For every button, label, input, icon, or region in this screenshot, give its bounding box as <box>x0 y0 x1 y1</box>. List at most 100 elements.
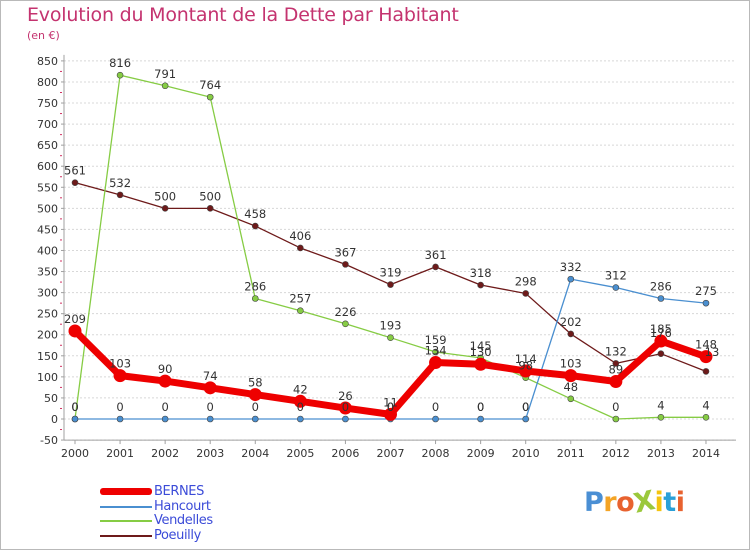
x-tick-label: 2001 <box>106 447 134 460</box>
y-tick-label: 100 <box>37 371 58 384</box>
x-tick-label: 2009 <box>467 447 495 460</box>
data-label-hancourt: 0 <box>522 400 529 414</box>
x-tick-label: 2012 <box>602 447 630 460</box>
data-point-vendelles <box>251 295 259 302</box>
legend-label-vendelles: Vendelles <box>154 513 213 528</box>
data-point-hancourt <box>71 415 79 423</box>
data-label-poeuilly: 532 <box>109 176 131 190</box>
data-label-overlap: 176 <box>650 326 672 340</box>
y-tick-label: 700 <box>37 118 58 131</box>
data-label-bernes: 26 <box>338 389 353 403</box>
data-point-poeuilly <box>657 350 665 357</box>
data-label-vendelles: 4 <box>657 398 664 412</box>
x-tick-label: 2008 <box>422 447 450 460</box>
legend-swatch-hancourt <box>100 505 152 508</box>
data-label-vendelles: 791 <box>154 67 176 81</box>
data-label-overlap: 0 <box>477 400 484 414</box>
data-point-hancourt <box>477 415 484 423</box>
y-tick-label: 750 <box>37 97 58 110</box>
data-point-poeuilly <box>387 281 394 288</box>
proxiti-logo: ProXiti <box>584 485 685 520</box>
data-point-poeuilly <box>567 330 575 338</box>
data-point-hancourt <box>432 415 439 423</box>
data-label-hancourt: 0 <box>342 400 349 414</box>
logo-letter: o <box>616 487 635 518</box>
data-label-hancourt: 286 <box>650 280 672 294</box>
data-point-poeuilly <box>432 263 439 271</box>
y-tick-label: 500 <box>37 202 58 215</box>
y-tick-label: 800 <box>37 76 58 89</box>
data-point-bernes <box>383 407 397 421</box>
data-point-poeuilly <box>71 179 79 186</box>
data-point-hancourt <box>567 275 575 283</box>
data-label-bernes: 90 <box>158 362 173 376</box>
data-point-poeuilly <box>206 205 214 212</box>
data-label-hancourt: 0 <box>297 400 304 414</box>
data-label-vendelles: 98 <box>518 359 533 373</box>
data-label-poeuilly: 132 <box>605 344 627 358</box>
chart-subtitle: (en €) <box>27 29 60 42</box>
data-label-poeuilly: 202 <box>560 315 582 329</box>
y-tick-label: 150 <box>37 350 58 363</box>
data-label-poeuilly: 406 <box>289 229 311 243</box>
x-tick-label: 2002 <box>151 447 179 460</box>
data-label-bernes: 89 <box>609 363 624 377</box>
data-label-bernes: 130 <box>470 345 492 359</box>
legend-swatch-poeuilly <box>100 534 152 537</box>
data-point-vendelles <box>432 348 439 356</box>
y-tick-label: 650 <box>37 139 58 152</box>
data-label-hancourt: 332 <box>560 260 582 274</box>
data-point-bernes <box>158 374 172 388</box>
data-label-vendelles: 0 <box>612 400 619 414</box>
data-label-poeuilly: 500 <box>199 189 221 203</box>
logo-letter: i <box>654 487 664 518</box>
data-label-poeuilly: 458 <box>244 207 266 221</box>
data-label-vendelles: 48 <box>563 380 578 394</box>
data-point-vendelles <box>206 93 214 101</box>
data-label-poeuilly: 500 <box>154 189 176 203</box>
data-point-hancourt <box>612 284 620 291</box>
data-label-hancourt: 312 <box>605 269 627 283</box>
data-point-hancourt <box>161 415 169 423</box>
data-point-poeuilly <box>342 261 349 268</box>
data-point-hancourt <box>206 415 214 423</box>
data-label-hancourt: 0 <box>432 400 439 414</box>
data-label-poeuilly: 367 <box>334 245 356 259</box>
legend-label-bernes: BERNES <box>154 484 204 499</box>
data-point-bernes <box>429 356 443 370</box>
data-point-vendelles <box>116 71 124 79</box>
y-tick-label: -50 <box>40 434 58 447</box>
data-label-hancourt: 0 <box>116 400 123 414</box>
data-label-poeuilly: 298 <box>515 274 537 288</box>
data-point-poeuilly <box>116 191 124 199</box>
y-tick-label: 450 <box>37 223 58 236</box>
data-label-poeuilly: 319 <box>380 266 402 280</box>
data-label-bernes: 134 <box>425 344 447 358</box>
data-point-bernes <box>519 364 533 378</box>
data-label-poeuilly: 318 <box>470 266 492 280</box>
x-tick-label: 2005 <box>286 447 314 460</box>
data-point-vendelles <box>387 334 394 341</box>
logo-letter: P <box>584 487 604 518</box>
data-label-bernes: 103 <box>109 357 131 371</box>
data-label-poeuilly: 361 <box>425 248 447 262</box>
data-label-poeuilly: 561 <box>64 164 86 178</box>
logo-letter: t <box>663 487 676 518</box>
data-point-hancourt <box>702 299 710 307</box>
data-label-vendelles: 257 <box>289 292 311 306</box>
logo-letter: r <box>603 487 617 518</box>
y-tick-label: 600 <box>37 160 58 173</box>
data-point-vendelles <box>342 320 349 328</box>
data-label-vendelles: 286 <box>244 280 266 294</box>
y-tick-label: 400 <box>37 244 58 257</box>
data-label-vendelles: 226 <box>334 305 356 319</box>
data-label-overlap: 13 <box>705 345 720 359</box>
data-label-hancourt: 0 <box>252 400 259 414</box>
legend-swatch-bernes <box>100 488 152 495</box>
data-label-bernes: 11 <box>383 395 398 409</box>
data-point-bernes <box>564 369 578 383</box>
data-label-overlap: 0 <box>71 400 78 414</box>
data-label-vendelles: 193 <box>380 319 402 333</box>
